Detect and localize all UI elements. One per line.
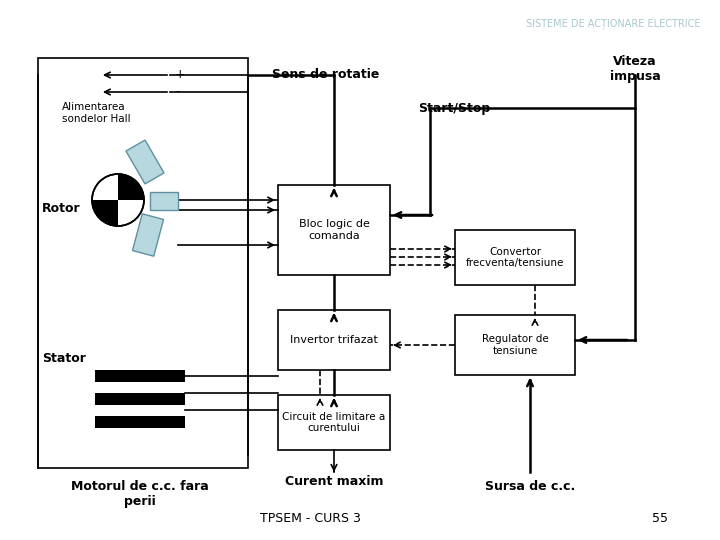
Text: Convertor
frecventa/tensiune: Convertor frecventa/tensiune — [466, 247, 564, 268]
Text: Regulator de
tensiune: Regulator de tensiune — [482, 334, 549, 356]
Text: Viteza
impusa: Viteza impusa — [610, 55, 660, 83]
Bar — [95, 393, 185, 405]
Bar — [278, 185, 390, 275]
Bar — [38, 58, 248, 468]
Text: Sursa de c.c.: Sursa de c.c. — [485, 480, 575, 493]
Bar — [95, 416, 185, 428]
Text: Invertor trifazat: Invertor trifazat — [290, 335, 378, 345]
Text: Start/Stop: Start/Stop — [418, 102, 490, 115]
Bar — [455, 315, 575, 375]
Bar — [150, 192, 178, 210]
Text: Sens de rotatie: Sens de rotatie — [272, 68, 379, 81]
Text: +: + — [175, 68, 186, 81]
Text: Curent maxim: Curent maxim — [284, 475, 383, 488]
Bar — [455, 230, 575, 285]
Circle shape — [92, 174, 144, 226]
Wedge shape — [92, 200, 118, 226]
Bar — [132, 214, 163, 256]
Text: 55: 55 — [652, 512, 668, 525]
Text: Motorul de c.c. fara
perii: Motorul de c.c. fara perii — [71, 480, 209, 508]
Text: Stator: Stator — [42, 352, 86, 365]
Bar — [278, 310, 390, 370]
Text: SISTEME DE ACȚIONARE ELECTRICE: SISTEME DE ACȚIONARE ELECTRICE — [526, 18, 700, 29]
Text: Alimentarea
sondelor Hall: Alimentarea sondelor Hall — [62, 102, 130, 124]
Text: Rotor: Rotor — [42, 201, 81, 214]
Wedge shape — [118, 174, 144, 200]
Bar — [95, 370, 185, 382]
Text: Bloc logic de
comanda: Bloc logic de comanda — [299, 219, 369, 241]
Text: -: - — [175, 85, 179, 98]
Text: TPSEM - CURS 3: TPSEM - CURS 3 — [260, 512, 361, 525]
Bar — [278, 395, 390, 450]
Text: Circuit de limitare a
curentului: Circuit de limitare a curentului — [282, 411, 386, 433]
Bar — [126, 140, 164, 184]
